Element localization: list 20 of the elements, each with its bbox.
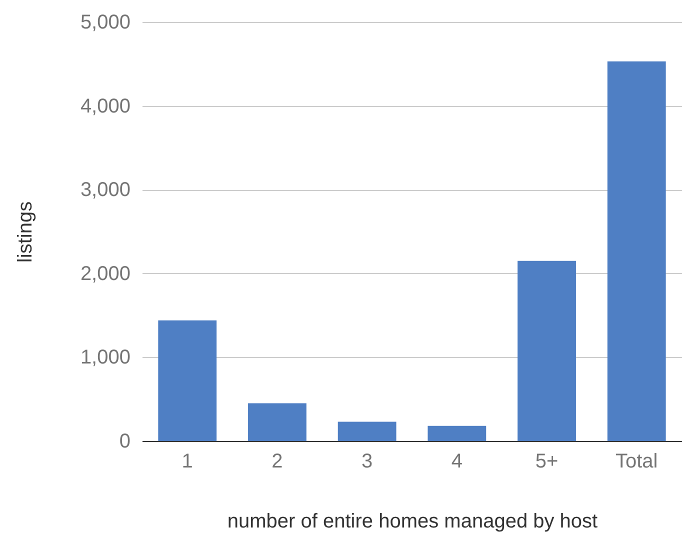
x-tick-label: 5+ bbox=[535, 450, 558, 472]
x-tick-label: 1 bbox=[182, 450, 193, 472]
y-tick-label: 5,000 bbox=[80, 12, 130, 34]
y-tick-label: 4,000 bbox=[80, 95, 130, 118]
y-tick-label: 3,000 bbox=[80, 179, 130, 202]
x-tick-label: 4 bbox=[451, 450, 462, 472]
y-tick-label: 0 bbox=[119, 430, 130, 452]
bar bbox=[248, 403, 306, 441]
x-axis-title: number of entire homes managed by host bbox=[227, 510, 598, 532]
y-tick-label: 1,000 bbox=[80, 346, 130, 369]
x-tick-label: Total bbox=[616, 450, 658, 472]
x-tick-label: 3 bbox=[362, 450, 373, 472]
bar bbox=[607, 61, 666, 441]
x-tick-label: 2 bbox=[272, 450, 283, 472]
bar bbox=[338, 422, 396, 441]
y-axis-title: listings bbox=[14, 201, 36, 263]
bar bbox=[428, 426, 486, 441]
bar bbox=[158, 320, 217, 441]
y-tick-label: 2,000 bbox=[80, 262, 130, 285]
bar bbox=[518, 260, 576, 441]
